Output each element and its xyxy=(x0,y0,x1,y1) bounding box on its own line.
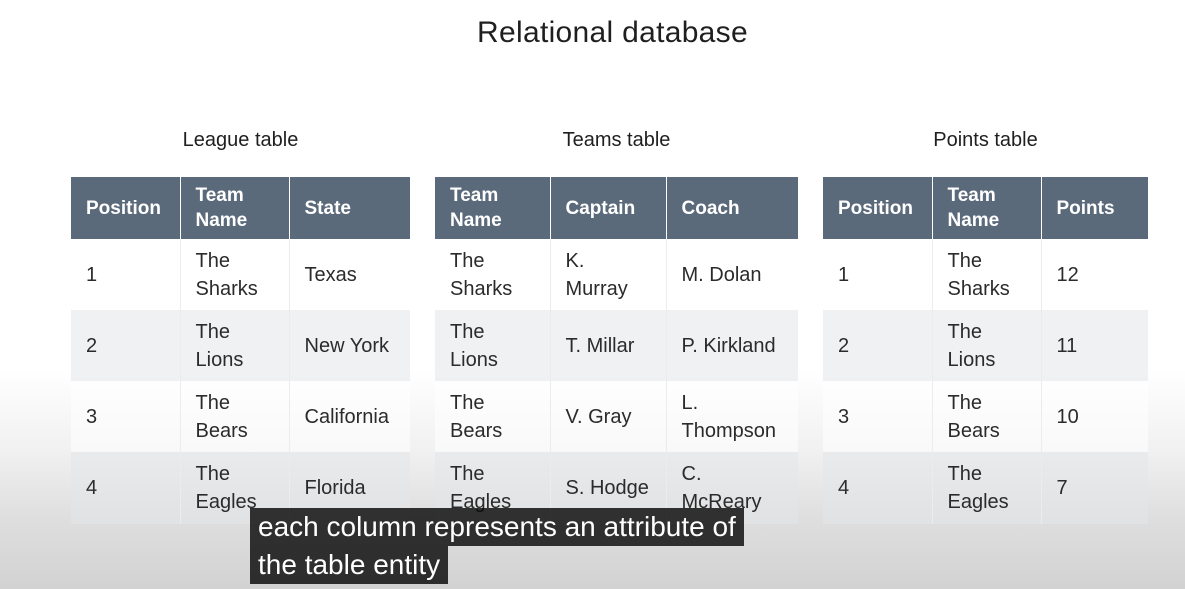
table-row: 1 The Sharks Texas xyxy=(71,239,410,310)
points-table-title: Points table xyxy=(933,129,1038,151)
points-table: Position Team Name Points 1 The Sharks 1… xyxy=(823,177,1148,524)
table-cell: 4 xyxy=(823,452,933,524)
table-cell: The Lions xyxy=(932,310,1042,381)
table-cell: The Sharks xyxy=(180,239,290,310)
table-row: 3 The Bears California xyxy=(71,381,410,452)
table-cell: M. Dolan xyxy=(666,239,798,310)
column-header: Team Name xyxy=(932,177,1042,239)
page-title: Relational database xyxy=(477,16,748,49)
table-cell: Texas xyxy=(289,239,410,310)
table-cell: 2 xyxy=(71,310,181,381)
table-cell: K. Murray xyxy=(550,239,667,310)
table-row: The Sharks K. Murray M. Dolan xyxy=(435,239,798,310)
column-header: Coach xyxy=(666,177,798,239)
teams-table-title: Teams table xyxy=(562,129,671,151)
table-row: 1 The Sharks 12 xyxy=(823,239,1148,310)
table-cell: 11 xyxy=(1041,310,1148,381)
table-cell: 2 xyxy=(823,310,933,381)
table-cell: The Bears xyxy=(932,381,1042,452)
table-cell: T. Millar xyxy=(550,310,667,381)
column-header: Points xyxy=(1041,177,1148,239)
points-table-block: Points table Position Team Name Points 1… xyxy=(823,126,1148,524)
table-cell: L. Thompson xyxy=(666,381,798,452)
caption-line-2: the table entity xyxy=(250,546,449,584)
table-cell: The Bears xyxy=(435,381,551,452)
table-cell: 12 xyxy=(1041,239,1148,310)
column-header: Team Name xyxy=(180,177,290,239)
table-cell: 10 xyxy=(1041,381,1148,452)
table-cell: The Sharks xyxy=(435,239,551,310)
table-cell: California xyxy=(289,381,410,452)
table-row: 2 The Lions 11 xyxy=(823,310,1148,381)
table-cell: P. Kirkland xyxy=(666,310,798,381)
table-cell: 7 xyxy=(1041,452,1148,524)
table-row: 2 The Lions New York xyxy=(71,310,410,381)
column-header: State xyxy=(289,177,410,239)
table-cell: The Lions xyxy=(180,310,290,381)
column-header: Position xyxy=(823,177,933,239)
table-row: The Lions T. Millar P. Kirkland xyxy=(435,310,798,381)
table-row: The Bears V. Gray L. Thompson xyxy=(435,381,798,452)
league-table-block: League table Position Team Name State 1 … xyxy=(71,126,410,524)
table-cell: 3 xyxy=(823,381,933,452)
table-cell: 4 xyxy=(71,452,181,524)
table-row: 4 The Eagles 7 xyxy=(823,452,1148,524)
table-cell: 3 xyxy=(71,381,181,452)
caption-line-1: each column represents an attribute of xyxy=(250,508,744,546)
league-table: Position Team Name State 1 The Sharks Te… xyxy=(71,177,410,524)
video-caption: each column represents an attribute of t… xyxy=(250,508,744,584)
column-header: Captain xyxy=(550,177,667,239)
league-table-title: League table xyxy=(182,129,299,151)
table-cell: The Bears xyxy=(180,381,290,452)
table-cell: The Sharks xyxy=(932,239,1042,310)
table-header-row: Position Team Name Points xyxy=(823,177,1148,239)
table-header-row: Team Name Captain Coach xyxy=(435,177,798,239)
column-header: Position xyxy=(71,177,181,239)
teams-table: Team Name Captain Coach The Sharks K. Mu… xyxy=(435,177,798,524)
table-cell: 1 xyxy=(823,239,933,310)
table-cell: The Eagles xyxy=(932,452,1042,524)
table-cell: The Lions xyxy=(435,310,551,381)
table-cell: 1 xyxy=(71,239,181,310)
table-cell: New York xyxy=(289,310,410,381)
teams-table-block: Teams table Team Name Captain Coach The … xyxy=(435,126,798,524)
table-cell: V. Gray xyxy=(550,381,667,452)
column-header: Team Name xyxy=(435,177,551,239)
table-row: 3 The Bears 10 xyxy=(823,381,1148,452)
table-header-row: Position Team Name State xyxy=(71,177,410,239)
